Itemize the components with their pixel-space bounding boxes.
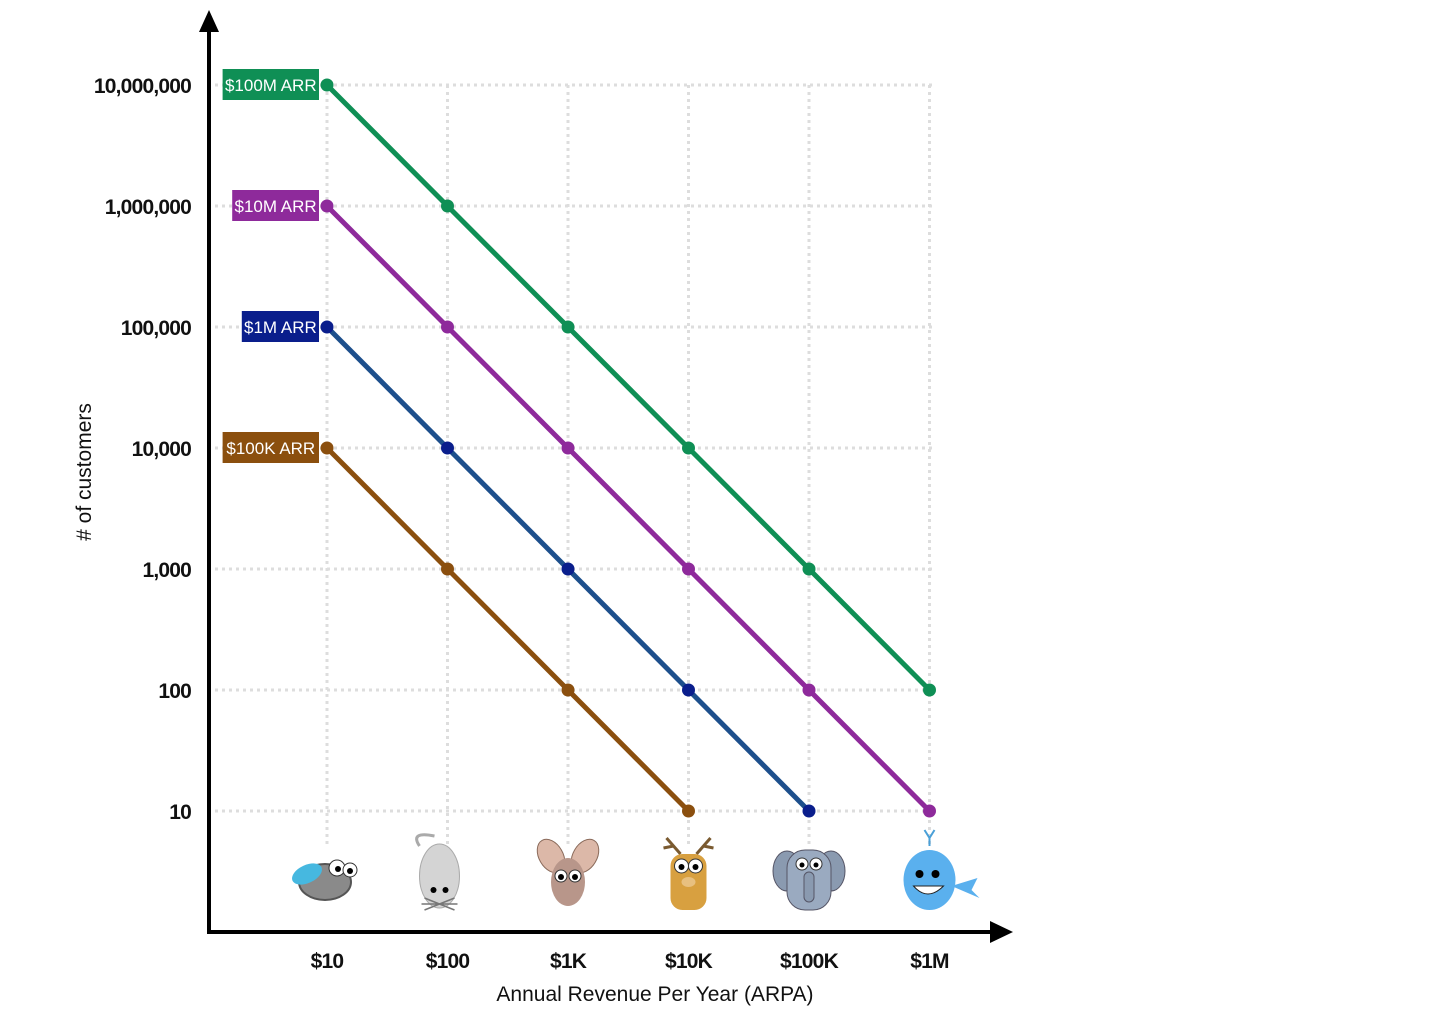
data-point: [441, 199, 454, 213]
grid: [215, 83, 932, 845]
series-3: $100K ARR: [222, 432, 695, 818]
x-axis-arrow: [990, 921, 1013, 943]
data-point: [320, 320, 334, 334]
series-line: [325, 83, 932, 692]
y-tick-label: 10: [169, 801, 191, 824]
series-label: $10M ARR: [232, 190, 319, 221]
series-1: $10M ARR: [232, 190, 936, 818]
series-0: $100M ARR: [222, 69, 936, 697]
series-label: $100K ARR: [222, 432, 319, 463]
elephant-icon: [772, 849, 846, 911]
data-point: [802, 683, 816, 697]
fly-icon: [292, 859, 358, 901]
whale-icon: [903, 829, 980, 910]
y-tick-label: 10,000,000: [94, 75, 191, 98]
x-tick-label: $1M: [910, 950, 949, 973]
y-axis-label: # of customers: [73, 403, 96, 541]
x-tick-label: $10K: [665, 950, 713, 973]
y-axis-arrow: [199, 10, 219, 32]
x-axis-label: Annual Revenue Per Year (ARPA): [496, 983, 813, 1006]
axes: [199, 10, 1013, 943]
data-point: [561, 562, 575, 576]
data-point: [923, 683, 936, 697]
mouse-icon: [415, 833, 460, 911]
deer-icon: [663, 837, 714, 910]
x-tick-label: $100K: [780, 950, 839, 973]
series-label-text: $100K ARR: [226, 439, 315, 458]
series: $100M ARR $10M ARR $1M ARR $100K ARR: [222, 69, 936, 818]
series-label: $1M ARR: [241, 311, 319, 342]
y-tick-label: 10,000: [132, 438, 192, 461]
data-point: [320, 199, 334, 213]
data-point: [441, 441, 454, 455]
category-icons: [292, 829, 980, 911]
rabbit-icon: [536, 838, 600, 906]
series-label-text: $10M ARR: [234, 197, 316, 216]
data-point: [441, 320, 454, 334]
series-label-text: $1M ARR: [244, 318, 317, 337]
series-line: [325, 446, 691, 813]
x-tick-label: $100: [426, 950, 470, 973]
y-tick-label: 100: [158, 680, 191, 703]
x-tick-labels: $10 $100 $1K $10K $100K $1M: [311, 950, 950, 973]
data-point: [320, 441, 334, 455]
data-point: [441, 562, 454, 576]
x-tick-label: $10: [311, 950, 344, 973]
data-point: [802, 562, 816, 576]
y-tick-label: 100,000: [121, 317, 191, 340]
data-point: [561, 320, 575, 334]
series-line: [325, 204, 932, 813]
data-point: [682, 562, 695, 576]
y-tick-label: 1,000,000: [105, 196, 191, 219]
data-point: [561, 441, 575, 455]
data-point: [682, 804, 695, 818]
y-tick-labels: 10 100 1,000 10,000 100,000 1,000,000 10,000,0…: [94, 75, 192, 824]
data-point: [682, 683, 695, 697]
data-point: [561, 683, 575, 697]
data-point: [320, 78, 334, 92]
series-label-text: $100M ARR: [225, 76, 317, 95]
data-point: [682, 441, 695, 455]
data-point: [923, 804, 936, 818]
data-point: [802, 804, 816, 818]
y-tick-label: 1,000: [142, 559, 191, 582]
series-label: $100M ARR: [222, 69, 319, 100]
series-2: $1M ARR: [241, 311, 816, 818]
x-tick-label: $1K: [550, 950, 587, 973]
